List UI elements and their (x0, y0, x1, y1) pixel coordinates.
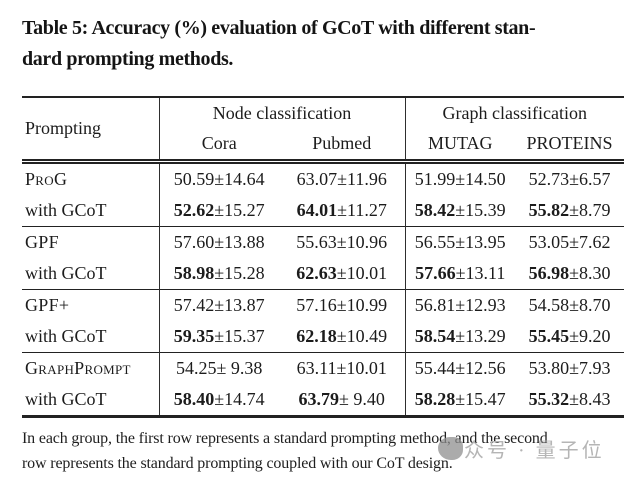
method-name: GPF (25, 232, 59, 252)
watermark-logo-icon (438, 437, 463, 460)
cell-mutag: 56.55±13.95 (404, 226, 515, 258)
method-label: with GCoT (22, 258, 159, 290)
cell-cora: 57.60±13.88 (158, 226, 279, 258)
method-label: with GCoT (22, 195, 159, 227)
table-row: with GCoT 58.98±15.28 62.63±10.01 57.66±… (22, 258, 624, 290)
cell-proteins: 54.58±8.70 (528, 295, 611, 315)
cell-cora: 54.25± 9.38 (158, 352, 279, 384)
results-table: Prompting Node classification Graph clas… (22, 96, 625, 418)
table-caption: Table 5: Accuracy (%) evaluation of GCoT… (22, 13, 622, 75)
table-row: GPF+ 57.42±13.87 57.16±10.99 56.81±12.93… (22, 289, 624, 322)
cell-cora: 59.35±15.37 (158, 321, 279, 353)
cell-proteins: 55.32±8.43 (528, 389, 611, 409)
cell-pubmed: 64.01±11.27 (296, 200, 387, 220)
method-label: GraphPrompt (22, 353, 159, 385)
table-row: with GCoT 52.62±15.27 64.01±11.27 58.42±… (22, 195, 624, 227)
header-group-row: Prompting Node classification Graph clas… (22, 97, 625, 138)
table-row: GraphPrompt 54.25± 9.38 63.11±10.01 55.4… (22, 352, 624, 385)
cell-mutag: 55.44±12.56 (404, 352, 515, 384)
cell-pubmed: 62.63±10.01 (296, 263, 388, 283)
method-name: with GCoT (25, 389, 107, 409)
cell-pubmed: 57.16±10.99 (296, 295, 388, 315)
method-label: GPF (22, 227, 159, 259)
table-row: ProG 50.59±14.64 63.07±11.96 51.99±14.50… (22, 161, 624, 196)
cell-proteins: 55.82±8.79 (528, 200, 611, 220)
col-header-mutag: MUTAG (404, 128, 515, 162)
table-row: with GCoT 59.35±15.37 62.18±10.49 58.54±… (22, 321, 624, 353)
cell-mutag: 51.99±14.50 (404, 161, 515, 195)
cell-pubmed: 63.11±10.01 (296, 358, 387, 378)
method-name: GPF+ (25, 295, 70, 315)
watermark: 众号 · 量子位 (438, 434, 605, 463)
table-row: GPF 57.60±13.88 55.63±10.96 56.55±13.95 … (22, 226, 624, 259)
method-name: ProG (25, 169, 68, 189)
col-header-pubmed: Pubmed (312, 133, 372, 153)
table-header: Prompting Node classification Graph clas… (22, 97, 625, 162)
cell-cora: 57.42±13.87 (158, 289, 279, 321)
cell-cora: 58.98±15.28 (158, 258, 279, 290)
cell-mutag: 58.54±13.29 (404, 321, 515, 353)
watermark-text: 众号 · 量子位 (464, 440, 605, 462)
method-label: with GCoT (22, 321, 159, 353)
table-group-gpf: GPF 57.60±13.88 55.63±10.96 56.55±13.95 … (22, 226, 625, 290)
col-group-graph-classification: Graph classification (404, 97, 625, 128)
cell-cora: 50.59±14.64 (158, 161, 279, 195)
table-caption-line-2: dard prompting methods. (22, 48, 234, 70)
table-group-prog: ProG 50.59±14.64 63.07±11.96 51.99±14.50… (22, 161, 625, 227)
table-row: with GCoT 58.40±14.74 63.79± 9.40 58.28±… (22, 384, 624, 417)
cell-cora: 58.40±14.74 (158, 384, 279, 417)
col-header-proteins: PROTEINS (526, 133, 613, 153)
cell-mutag: 58.28±15.47 (404, 384, 515, 417)
cell-mutag: 58.42±15.39 (404, 195, 515, 227)
cell-mutag: 56.81±12.93 (404, 289, 515, 321)
header-sub-row: Cora Pubmed MUTAG PROTEINS (22, 128, 624, 162)
cell-proteins: 53.80±7.93 (528, 358, 611, 378)
table-group-graphprompt: GraphPrompt 54.25± 9.38 63.11±10.01 55.4… (22, 352, 624, 417)
method-label: GPF+ (22, 290, 159, 322)
cell-proteins: 53.05±7.62 (528, 232, 611, 252)
footnote-line-1: In each group, the first row represents … (22, 430, 548, 447)
method-name: with GCoT (25, 263, 107, 283)
cell-pubmed: 55.63±10.96 (296, 232, 388, 252)
cell-pubmed: 62.18±10.49 (296, 326, 388, 346)
col-header-cora: Cora (158, 128, 279, 162)
table-group-gpf-plus: GPF+ 57.42±13.87 57.16±10.99 56.81±12.93… (22, 289, 625, 353)
cell-mutag: 57.66±13.11 (404, 258, 515, 290)
col-group-node-classification: Node classification (158, 97, 405, 128)
footnote-line-2: row represents the standard prompting co… (22, 455, 453, 472)
method-name: with GCoT (25, 200, 107, 220)
table-footnote: In each group, the first row represents … (22, 426, 622, 476)
method-name: with GCoT (25, 326, 107, 346)
cell-proteins: 56.98±8.30 (528, 263, 611, 283)
method-name: GraphPrompt (25, 358, 131, 378)
method-label: with GCoT (22, 384, 159, 417)
table-caption-line-1: Table 5: Accuracy (%) evaluation of GCoT… (22, 17, 536, 39)
cell-pubmed: 63.79± 9.40 (298, 389, 385, 409)
cell-pubmed: 63.07±11.96 (296, 169, 387, 189)
col-header-prompting: Prompting (25, 118, 102, 138)
cell-cora: 52.62±15.27 (158, 195, 279, 227)
cell-proteins: 52.73±6.57 (528, 169, 611, 189)
method-label: ProG (22, 162, 159, 196)
cell-proteins: 55.45±9.20 (528, 326, 611, 346)
